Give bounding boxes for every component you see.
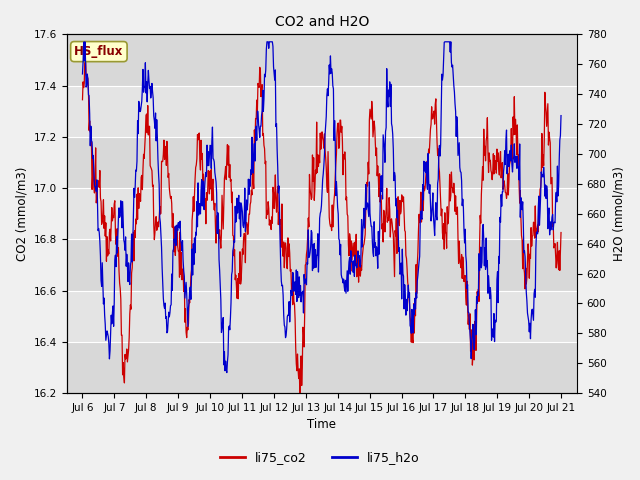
Legend: li75_co2, li75_h2o: li75_co2, li75_h2o: [215, 446, 425, 469]
Text: HS_flux: HS_flux: [74, 45, 124, 58]
X-axis label: Time: Time: [307, 419, 336, 432]
Bar: [67, 85, 577, 137]
Bar: [67, 290, 577, 342]
Bar: [67, 342, 577, 393]
Y-axis label: H2O (mmol/m3): H2O (mmol/m3): [612, 166, 625, 261]
Title: CO2 and H2O: CO2 and H2O: [275, 15, 369, 29]
Y-axis label: CO2 (mmol/m3): CO2 (mmol/m3): [15, 167, 28, 261]
Bar: [67, 35, 577, 85]
Bar: [67, 240, 577, 290]
Bar: [67, 137, 577, 188]
Bar: [67, 188, 577, 240]
